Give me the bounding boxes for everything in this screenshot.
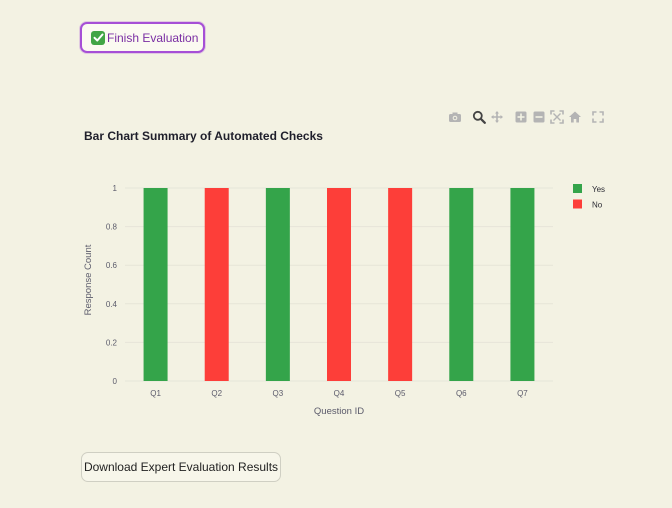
legend-label: No — [592, 201, 603, 210]
bar-no-q2[interactable] — [204, 188, 229, 381]
check-mark-button-icon — [91, 30, 105, 45]
legend-label: Yes — [592, 185, 605, 194]
pan-icon[interactable] — [490, 110, 504, 124]
x-tick-label: Q5 — [395, 389, 406, 398]
bar-yes-q3[interactable] — [265, 188, 290, 381]
camera-icon[interactable] — [448, 110, 462, 124]
y-tick-label: 1 — [113, 184, 118, 193]
y-axis-label: Response Count — [83, 244, 94, 315]
fullscreen-icon[interactable] — [591, 110, 605, 124]
legend-item-no[interactable]: No — [573, 199, 603, 210]
bar-no-q4[interactable] — [327, 188, 351, 381]
x-tick-label: Q6 — [456, 389, 467, 398]
y-tick-label: 0.6 — [106, 261, 118, 270]
download-results-button[interactable]: Download Expert Evaluation Results — [81, 452, 281, 482]
chart-title: Bar Chart Summary of Automated Checks — [84, 129, 323, 143]
bar-yes-q7[interactable] — [510, 188, 535, 381]
x-tick-label: Q4 — [334, 389, 345, 398]
x-axis-label: Question ID — [314, 406, 364, 417]
home-icon[interactable] — [568, 110, 582, 124]
finish-evaluation-button[interactable]: Finish Evaluation — [80, 22, 205, 53]
finish-evaluation-label: Finish Evaluation — [107, 30, 199, 45]
x-tick-label: Q1 — [150, 389, 161, 398]
legend-swatch — [573, 199, 582, 209]
y-tick-label: 0.8 — [106, 223, 118, 232]
bar-no-q5[interactable] — [388, 188, 413, 381]
legend-item-yes[interactable]: Yes — [573, 184, 605, 194]
x-tick-label: Q2 — [211, 389, 222, 398]
zoom-icon[interactable] — [472, 110, 486, 124]
y-tick-label: 0.4 — [106, 300, 118, 309]
zoom-out-icon[interactable] — [532, 110, 546, 124]
bar-yes-q6[interactable] — [449, 188, 474, 381]
legend-swatch — [573, 184, 582, 193]
y-tick-label: 0.2 — [106, 338, 118, 347]
zoom-in-icon[interactable] — [514, 110, 528, 124]
y-tick-label: 0 — [113, 377, 118, 386]
x-tick-label: Q3 — [273, 389, 284, 398]
x-tick-label: Q7 — [517, 389, 528, 398]
autoscale-icon[interactable] — [550, 110, 564, 124]
bar-yes-q1[interactable] — [143, 188, 168, 381]
